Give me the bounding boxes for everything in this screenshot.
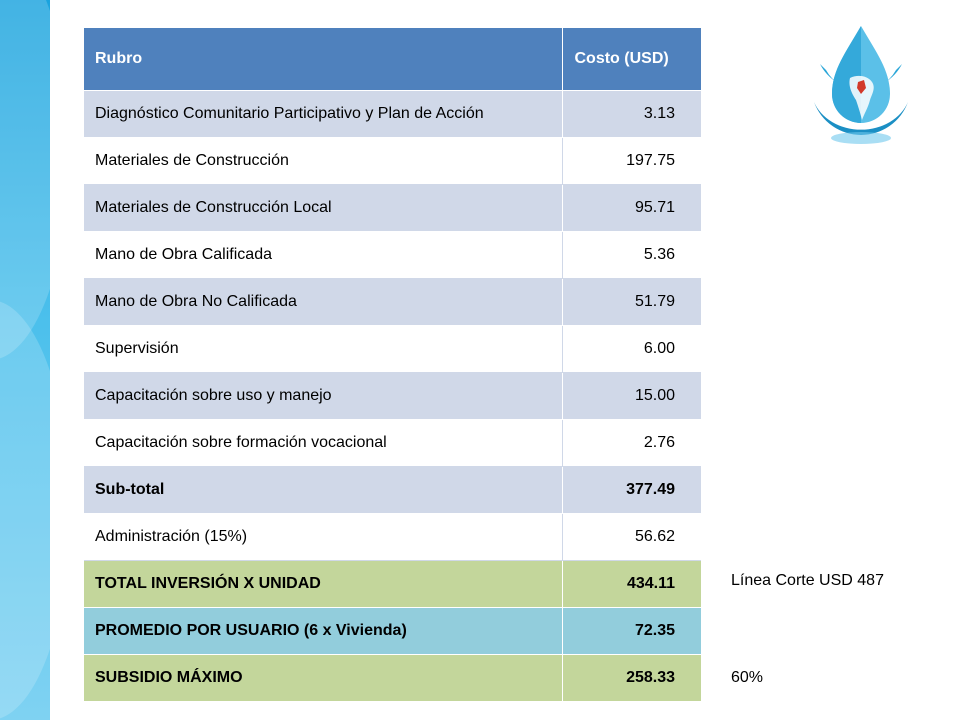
row-item: Sub-total xyxy=(84,466,562,514)
cost-table: Rubro Costo (USD) Diagnóstico Comunitari… xyxy=(84,28,701,701)
row-item: Diagnóstico Comunitario Participativo y … xyxy=(84,90,562,138)
row-item: Administración (15%) xyxy=(84,513,562,561)
column-header-cost: Costo (USD) xyxy=(561,28,701,91)
row-item: Materiales de Construcción xyxy=(84,137,562,185)
table-row: Capacitación sobre uso y manejo 15.00 xyxy=(84,372,701,420)
table-row: Supervisión 6.00 xyxy=(84,325,701,373)
row-cost: 434.11 xyxy=(561,560,701,608)
row-item: Capacitación sobre uso y manejo xyxy=(84,372,562,420)
max-subsidy-row: SUBSIDIO MÁXIMO 258.33 xyxy=(84,654,701,701)
table-row: Materiales de Construcción Local 95.71 xyxy=(84,184,701,232)
row-item: Mano de Obra No Calificada xyxy=(84,278,562,326)
table-row: Materiales de Construcción 197.75 xyxy=(84,137,701,185)
row-item: TOTAL INVERSIÓN X UNIDAD xyxy=(84,560,562,608)
table-header-row: Rubro Costo (USD) xyxy=(84,28,701,91)
row-item: Supervisión xyxy=(84,325,562,373)
row-cost: 72.35 xyxy=(561,607,701,655)
row-item: Materiales de Construcción Local xyxy=(84,184,562,232)
row-cost: 2.76 xyxy=(561,419,701,467)
subsidy-percent-note: 60% xyxy=(731,669,764,686)
row-item: SUBSIDIO MÁXIMO xyxy=(84,654,562,701)
row-cost: 15.00 xyxy=(561,372,701,420)
column-header-item: Rubro xyxy=(84,28,562,91)
cutoff-line-note: Línea Corte USD 487 xyxy=(731,572,884,589)
decorative-side-band xyxy=(0,0,50,720)
table-row: Mano de Obra No Calificada 51.79 xyxy=(84,278,701,326)
row-item: Mano de Obra Calificada xyxy=(84,231,562,279)
row-item: Capacitación sobre formación vocacional xyxy=(84,419,562,467)
subtotal-row: Sub-total 377.49 xyxy=(84,466,701,514)
row-cost: 3.13 xyxy=(561,90,701,138)
row-cost: 56.62 xyxy=(561,513,701,561)
water-drop-logo-icon xyxy=(814,26,908,144)
row-cost: 197.75 xyxy=(561,137,701,185)
table-row: Capacitación sobre formación vocacional … xyxy=(84,419,701,467)
table-row: Administración (15%) 56.62 xyxy=(84,513,701,561)
table-row: Diagnóstico Comunitario Participativo y … xyxy=(84,90,701,138)
row-cost: 258.33 xyxy=(561,654,701,701)
band-wave-shape xyxy=(0,0,50,360)
average-per-user-row: PROMEDIO POR USUARIO (6 x Vivienda) 72.3… xyxy=(84,607,701,655)
total-investment-row: TOTAL INVERSIÓN X UNIDAD 434.11 xyxy=(84,560,701,608)
row-cost: 377.49 xyxy=(561,466,701,514)
row-item: PROMEDIO POR USUARIO (6 x Vivienda) xyxy=(84,607,562,655)
band-wave-shape xyxy=(0,300,50,720)
row-cost: 6.00 xyxy=(561,325,701,373)
row-cost: 51.79 xyxy=(561,278,701,326)
row-cost: 95.71 xyxy=(561,184,701,232)
row-cost: 5.36 xyxy=(561,231,701,279)
table-row: Mano de Obra Calificada 5.36 xyxy=(84,231,701,279)
